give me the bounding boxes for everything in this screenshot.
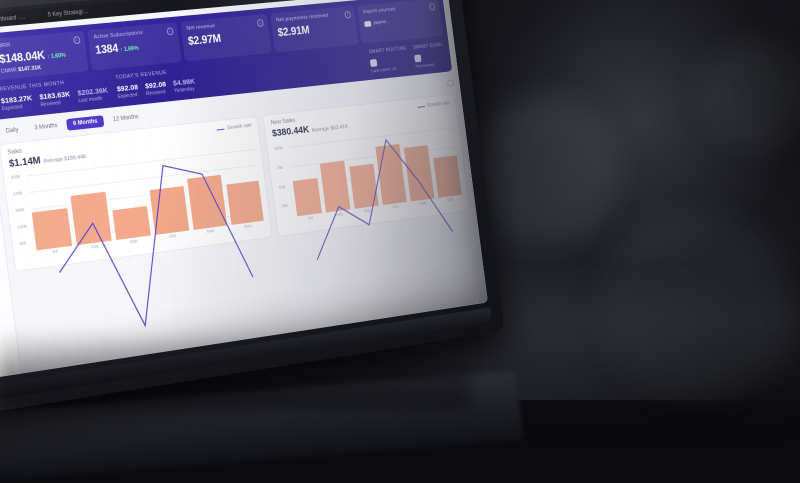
- kpi-label: Import sources: [362, 6, 396, 16]
- chart-average-label: Average $189.44K: [43, 154, 87, 165]
- bookmark-strategies[interactable]: 5 Key Strategi…: [39, 8, 89, 19]
- bookmark-dashboard[interactable]: Dashboard ·…: [0, 14, 26, 24]
- growth-rate-polyline: [303, 134, 454, 260]
- bokeh-light: [600, 210, 790, 400]
- tab-daily[interactable]: Daily: [5, 127, 19, 135]
- legend-label: Growth rate: [426, 100, 451, 109]
- legend-line-icon: [216, 128, 225, 131]
- revenue-key: Received: [145, 89, 166, 98]
- kpi-card-net-payments-received[interactable]: i Net payments received $2.91M: [270, 5, 359, 53]
- info-icon[interactable]: i: [166, 27, 174, 36]
- chart-average-label: Average $63.41K: [311, 124, 349, 134]
- kpi-sub-value: $147.31K: [17, 65, 42, 74]
- revenue-item: $92.08 Received: [145, 80, 168, 97]
- mini-card-sub: Last count: 14: [371, 67, 397, 75]
- y-tick: 100k: [273, 145, 283, 151]
- kpi-delta: ↑ 1.60%: [46, 53, 67, 61]
- tab-3-months[interactable]: 3 Months: [34, 123, 58, 132]
- mini-card-smart-dunning[interactable]: SMART DUNN Recovered: [413, 42, 445, 69]
- tab-6-months[interactable]: 6 Months: [66, 115, 105, 131]
- legend-line-icon: [417, 105, 425, 108]
- revenue-today-items: $92.08 Expected $92.08 Received $4.98K Y…: [116, 77, 196, 100]
- kpi-value-text: $2.91M: [277, 25, 311, 40]
- dunning-icon: [414, 54, 422, 63]
- kpi-value: $2.97M: [187, 29, 265, 48]
- info-icon[interactable]: i: [343, 10, 351, 19]
- payment-chip-label: payme…: [373, 19, 391, 27]
- kpi-sub-label: CMRR: [0, 67, 18, 76]
- y-tick: 240k: [12, 190, 23, 197]
- routing-icon: [370, 59, 378, 68]
- mini-card-title: SMART ROUTING: [368, 46, 407, 56]
- y-tick: 120k: [16, 223, 28, 230]
- y-tick: 50k: [278, 184, 286, 190]
- new-sales-heading: New Sales $380.44K Average $63.41K: [270, 112, 348, 139]
- y-tick: 300k: [10, 174, 21, 181]
- tab-12-months[interactable]: 12 Months: [112, 114, 139, 124]
- mini-card-sub: Recovered: [415, 63, 435, 70]
- mini-card-title: SMART DUNN: [412, 42, 443, 51]
- kpi-card-net-revenue[interactable]: i Net revenue $2.97M: [180, 13, 272, 62]
- legend-label: Growth rate: [226, 123, 253, 132]
- kpi-card-mrr[interactable]: i MRR $148.04K↑ 1.60% CMRR $147.31K: [0, 30, 89, 81]
- bookmark-label: Dashboard ·…: [0, 14, 26, 24]
- kpi-value: 1384↑ 1.69%: [95, 38, 175, 57]
- chart-legend: Growth rate: [216, 123, 252, 133]
- mini-card-smart-routing[interactable]: SMART ROUTING Last count: 14: [369, 46, 410, 74]
- kpi-value-text: $2.97M: [187, 33, 222, 48]
- kpi-card-active-subscriptions[interactable]: i Active Subscriptions 1384↑ 1.69%: [87, 22, 182, 71]
- info-icon[interactable]: [446, 79, 455, 88]
- credit-card-icon: [364, 21, 372, 28]
- tabs-right-actions[interactable]: [446, 79, 455, 88]
- new-sales-chart-card: New Sales $380.44K Average $63.41K Growth…: [262, 93, 471, 237]
- bookmark-label: 5 Key Strategi…: [47, 8, 89, 18]
- kpi-value-text: $148.04K: [0, 50, 46, 67]
- payment-method-icons: payme…: [364, 15, 436, 28]
- mini-cards: SMART ROUTING Last count: 14 SMART DUNN …: [369, 42, 445, 74]
- kpi-delta: ↑ 1.69%: [119, 46, 139, 54]
- revenue-item: $183.27K Expected: [0, 94, 33, 113]
- revenue-this-month-block: REVENUE THIS MONTH $183.27K Expected $18…: [0, 76, 109, 113]
- bokeh-light: [470, 95, 620, 245]
- y-tick: 180k: [14, 207, 25, 214]
- bookmark-favicon-icon: [39, 12, 45, 18]
- revenue-today-block: TODAY'S REVENUE $92.08 Expected $92.08 R…: [115, 68, 196, 102]
- new-sales-plot: 100k 75k 50k 25k: [273, 123, 463, 229]
- kpi-value-text: 1384: [94, 43, 119, 57]
- chart-value-text: $380.44K: [271, 125, 310, 140]
- revenue-item: $92.08 Expected: [116, 83, 139, 100]
- y-tick: 25k: [281, 203, 289, 209]
- bokeh-light: [700, 40, 800, 150]
- revenue-item: $202.36K Last month: [77, 86, 109, 104]
- info-icon[interactable]: i: [72, 36, 81, 44]
- revenue-key: Yesterday: [173, 86, 195, 95]
- chart-legend: Growth rate: [417, 101, 450, 110]
- y-tick: 75k: [276, 164, 284, 171]
- info-icon[interactable]: i: [428, 3, 436, 11]
- revenue-item: $4.98K Yesterday: [173, 77, 197, 94]
- sales-chart-heading: Sales $1.14M Average $189.44K: [7, 142, 87, 170]
- info-icon[interactable]: i: [256, 18, 264, 27]
- kpi-card-import-sources[interactable]: i Import sources payme…: [356, 0, 443, 45]
- y-tick: 60k: [19, 240, 27, 246]
- revenue-item: $183.63K Received: [39, 90, 72, 109]
- kpi-value: $2.91M: [277, 21, 352, 39]
- revenue-key: Expected: [117, 92, 138, 101]
- chart-value-text: $1.14M: [8, 155, 42, 170]
- sales-chart-card: Sales $1.14M Average $189.44K Growth rate: [0, 115, 274, 273]
